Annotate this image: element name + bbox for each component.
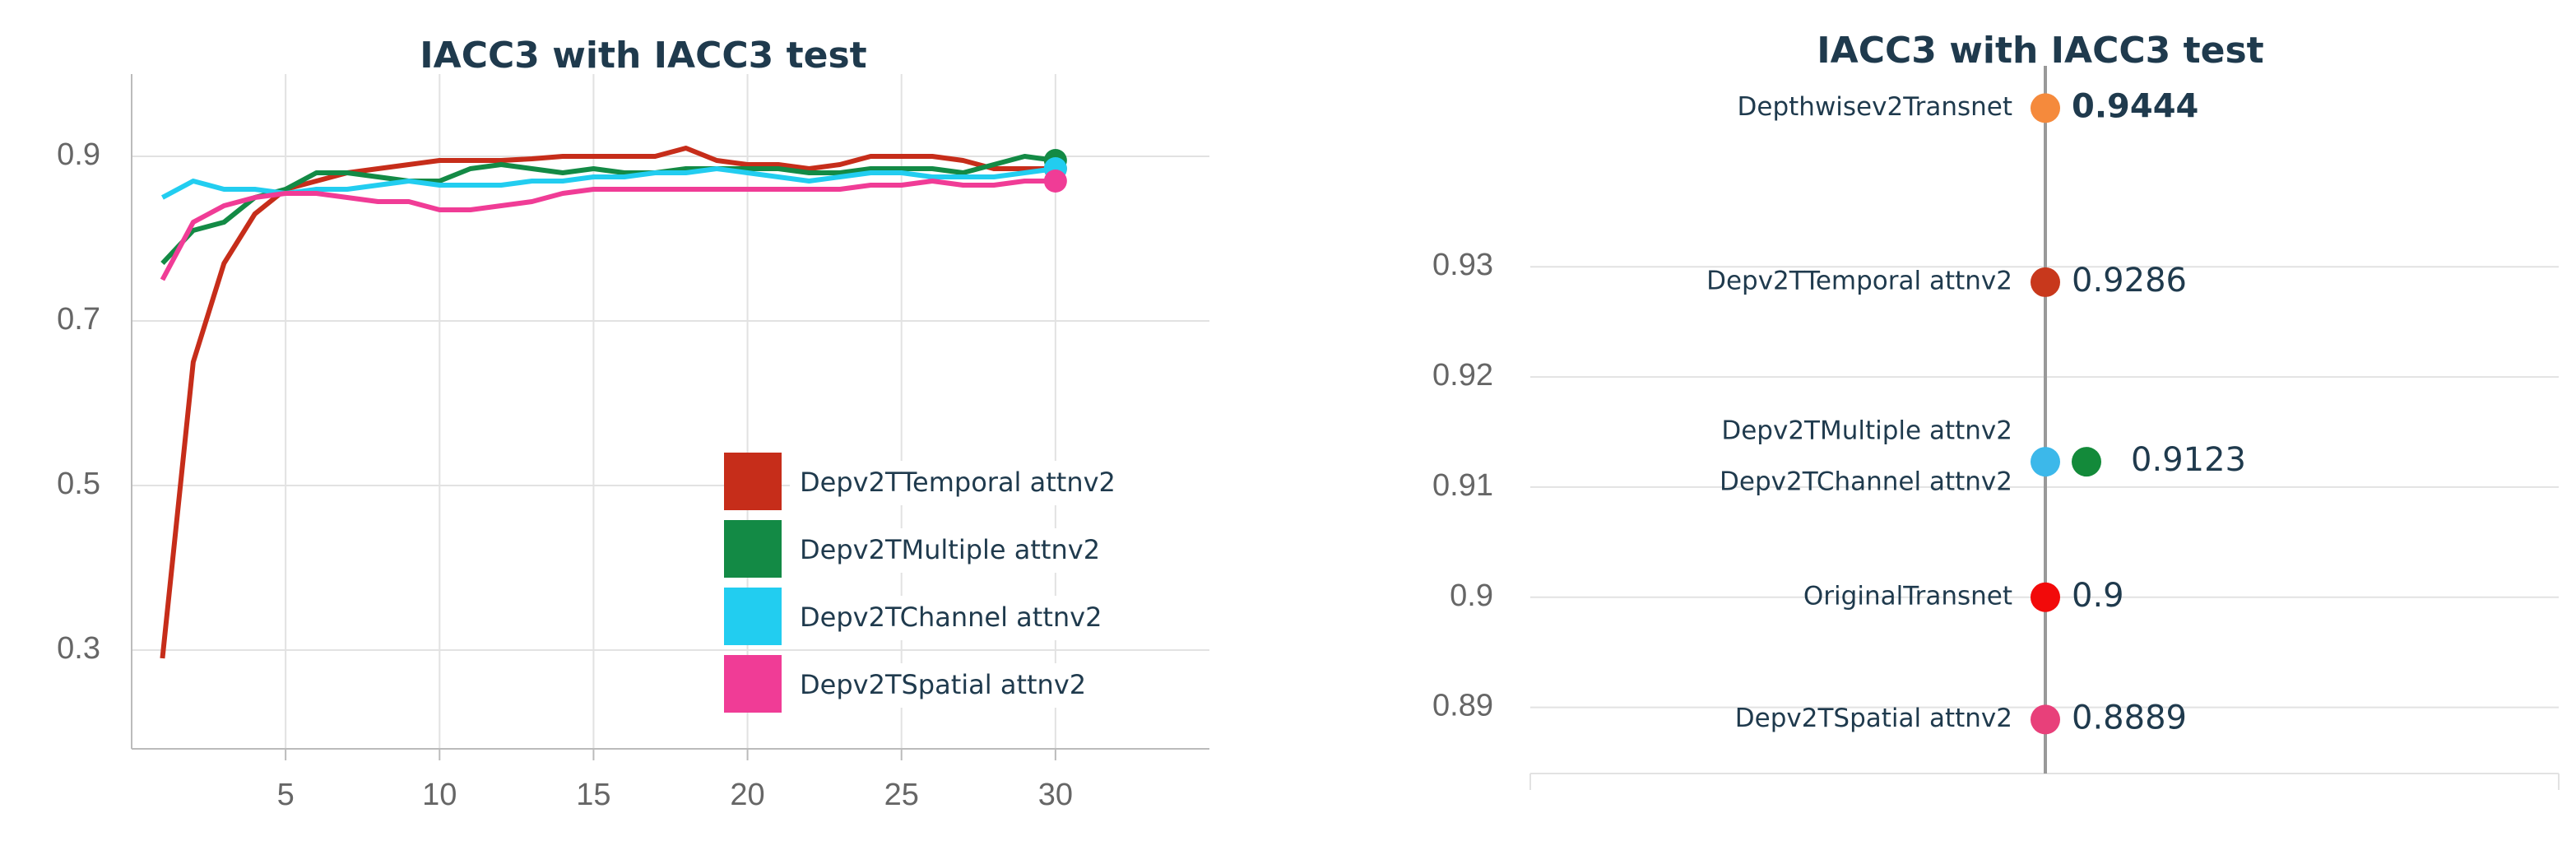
point-name: Depv2TTemporal attnv2 — [1706, 266, 2012, 295]
value-label: 0.8889 — [2072, 699, 2187, 736]
x-tick-label: 15 — [576, 778, 610, 812]
y-tick-label: 0.9 — [1450, 578, 1493, 613]
legend-bg — [790, 596, 1234, 640]
legend-label: Depv2TMultiple attnv2 — [800, 534, 1100, 565]
value-label: 0.9444 — [2072, 87, 2198, 125]
legend-bg — [790, 461, 1234, 505]
value-label: 0.9286 — [2072, 262, 2187, 300]
point-name: Depv2TSpatial attnv2 — [1735, 704, 2012, 733]
chart-title: IACC3 with IACC3 test — [1817, 30, 2263, 72]
legend-swatch — [724, 520, 782, 578]
y-tick-label: 0.5 — [57, 467, 100, 501]
point — [2031, 447, 2060, 477]
y-tick-label: 0.9 — [57, 137, 100, 172]
value-label: 0.9 — [2072, 577, 2124, 615]
chart-title: IACC3 with IACC3 test — [420, 35, 866, 77]
end-marker — [1043, 170, 1067, 193]
x-tick-label: 30 — [1038, 778, 1073, 812]
x-tick-label: 20 — [730, 778, 764, 812]
point — [2072, 447, 2101, 477]
point — [2031, 93, 2060, 123]
series-line — [160, 179, 1056, 281]
y-tick-label: 0.89 — [1432, 689, 1493, 723]
series-line — [160, 146, 1056, 659]
legend-bg — [790, 663, 1234, 708]
y-tick-label: 0.3 — [57, 631, 100, 666]
x-tick-label: 5 — [277, 778, 295, 812]
y-tick-label: 0.92 — [1432, 358, 1493, 393]
legend-label: Depv2TSpatial attnv2 — [800, 669, 1086, 700]
x-tick-label: 25 — [884, 778, 919, 812]
y-tick-label: 0.91 — [1432, 468, 1493, 503]
point — [2031, 582, 2060, 612]
legend-swatch — [724, 655, 782, 713]
point — [2031, 704, 2060, 735]
series-line — [161, 166, 1056, 200]
point-name: Depv2TMultiple attnv2 — [1721, 416, 2012, 446]
legend-bg — [790, 528, 1234, 573]
value-label: 0.9123 — [2131, 441, 2246, 479]
legend-label: Depv2TTemporal attnv2 — [800, 467, 1116, 498]
point-name: Depthwisev2Transnet — [1738, 92, 2012, 122]
point-name: OriginalTransnet — [1803, 581, 2012, 611]
y-tick-label: 0.7 — [57, 302, 100, 337]
point-name: Depv2TChannel attnv2 — [1720, 467, 2012, 497]
series-line — [160, 154, 1056, 266]
x-tick-label: 10 — [422, 778, 457, 812]
y-tick-label: 0.93 — [1432, 248, 1493, 282]
point — [2031, 267, 2060, 297]
legend-swatch — [724, 588, 782, 645]
legend-swatch — [724, 453, 782, 510]
legend-label: Depv2TChannel attnv2 — [800, 602, 1102, 633]
